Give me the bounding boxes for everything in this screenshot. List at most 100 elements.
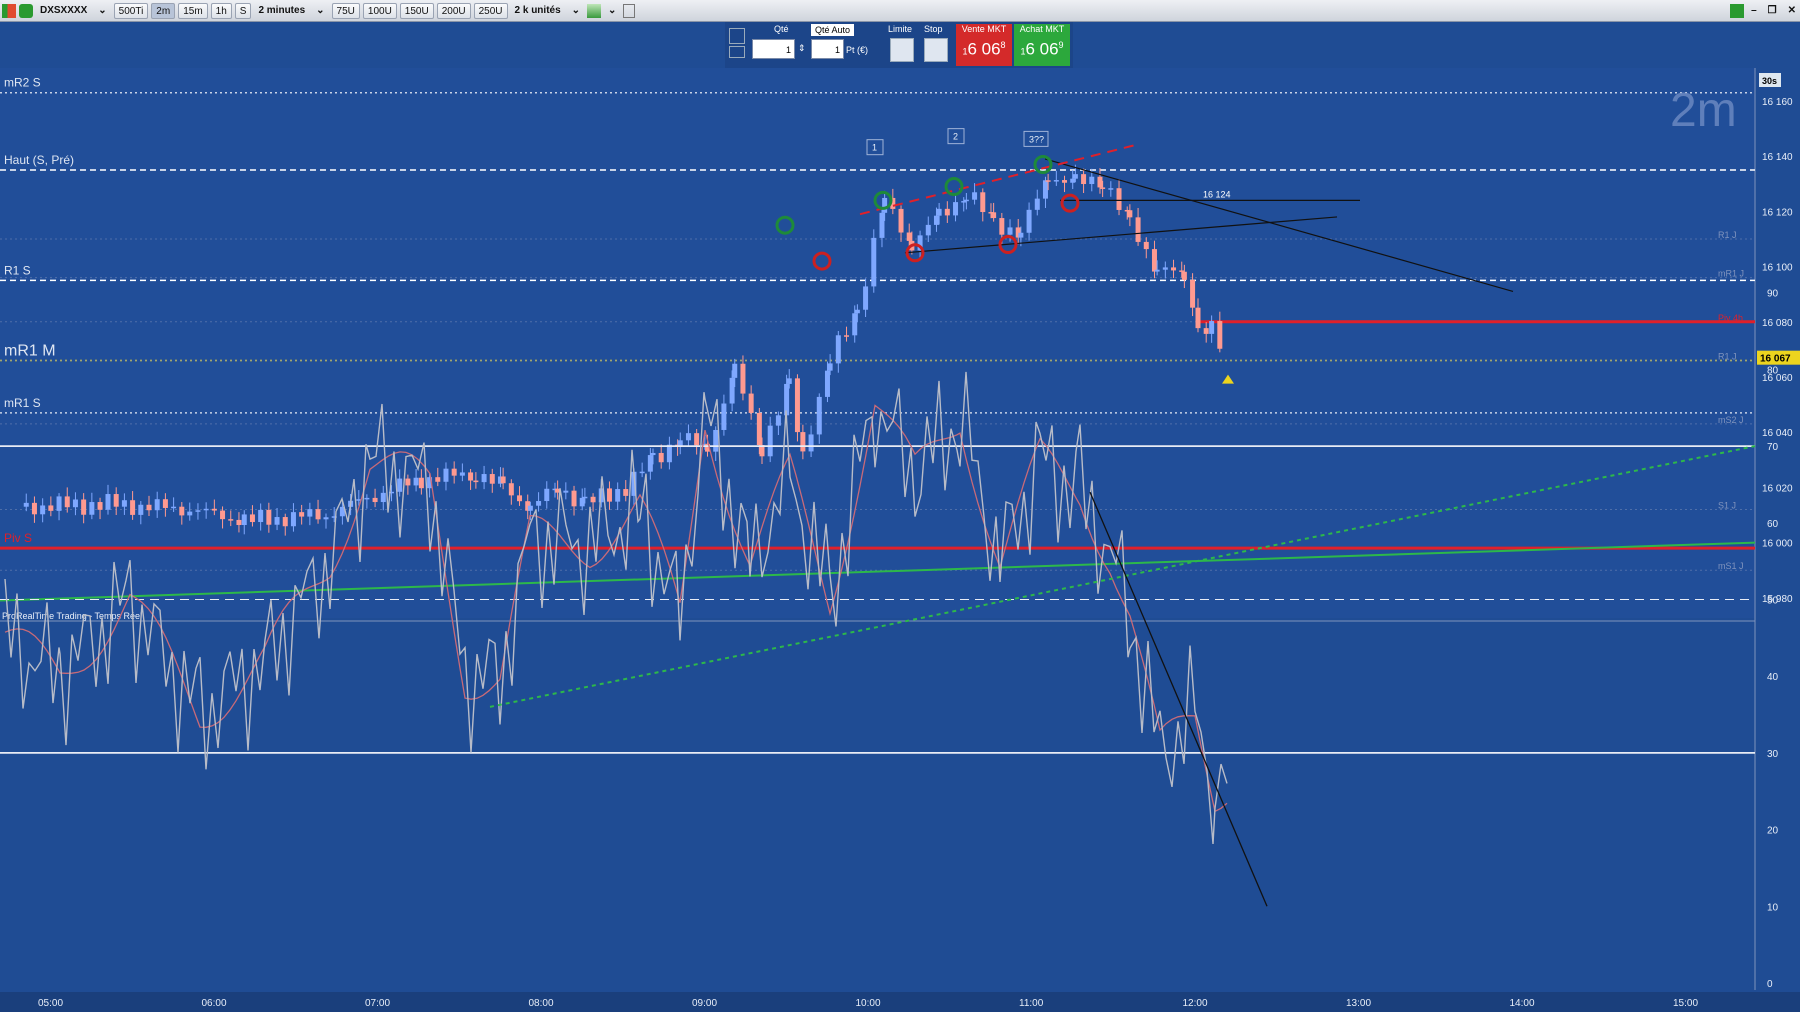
info-icon[interactable] [623,3,636,18]
restore-icon[interactable]: ❐ [1767,4,1777,16]
minimize-icon[interactable]: – [1751,4,1757,16]
candle-body [299,512,305,517]
timer-badge [1759,73,1781,87]
candle-body [388,491,394,494]
candle-body [936,208,942,216]
candle-body [1070,178,1076,183]
candle-body [824,370,830,397]
candle-body [527,505,533,511]
candle-body [1209,321,1215,334]
candle-body [1151,249,1157,272]
candle-body [282,517,288,527]
chevron-down-icon[interactable]: ⌄ [98,4,107,16]
candle-body [721,403,727,430]
level-label: Haut (S, Pré) [4,153,74,167]
daily-level-label: R1 J [1718,351,1737,361]
candle-body [81,499,87,515]
candle-body [879,212,885,238]
candle-body [1018,232,1024,238]
qty-stepper-icon[interactable]: ⇕ [798,43,806,53]
signal-circle [905,243,925,263]
stop-order-button[interactable] [924,38,948,62]
osc-tick-label: 30 [1767,749,1779,760]
timeframe-button-1h[interactable]: 1h [210,2,232,19]
candle-body [211,508,217,511]
candle-body [228,519,234,521]
time-tick-label: 05:00 [38,998,63,1009]
candle-body [72,499,78,508]
instrument-icon[interactable] [19,3,33,18]
price-tick-label: 16 020 [1762,483,1793,494]
sell-prefix: 1 [962,46,968,57]
chevron-down-icon[interactable]: ⌄ [571,4,581,16]
trading-icon[interactable] [1730,3,1745,18]
candle-body [544,488,550,502]
timeframe-button-500ti[interactable]: 500Ti [113,2,149,19]
osc-tick-label: 90 [1767,289,1779,300]
units-select[interactable]: 2 k unités [514,4,561,16]
sell-market-button[interactable]: Vente MKT 16 068 [956,24,1012,66]
period-select[interactable]: 2 minutes [258,4,306,16]
time-axis-band [0,992,1800,1012]
candle-body [179,506,185,516]
close-icon[interactable]: ✕ [1787,4,1796,16]
candle-body [1143,241,1149,250]
tick-button-150u[interactable]: 150U [399,2,434,19]
candle-body [794,378,800,433]
candle-body [906,232,912,241]
signal-circle [812,251,832,271]
candle-body [220,510,226,520]
tick-button-200u[interactable]: 200U [436,2,471,19]
time-tick-label: 07:00 [365,998,390,1009]
candle-body [323,517,329,520]
sell-label: Vente MKT [961,24,1007,34]
price-tick-label: 16 000 [1762,539,1793,550]
wrench-icon[interactable] [729,28,745,44]
timeframe-button-2m[interactable]: 2m [151,2,176,19]
candle-body [64,496,70,508]
candle-body [552,488,558,491]
candles [23,164,1223,536]
candle-body [331,516,337,518]
candle-body [705,443,710,452]
candle-body [138,504,144,515]
keyboard-icon[interactable] [729,46,745,58]
candle-body [808,434,814,452]
tick-button-250u[interactable]: 250U [473,2,508,19]
candle-body [729,377,735,404]
candle-body [266,509,272,525]
signal-circle [775,215,795,235]
sell-price: 6 06 [967,39,1001,59]
candle-body [517,495,523,502]
price-tick-label: 16 160 [1762,97,1793,108]
time-tick-label: 10:00 [856,998,881,1009]
price-tick-label: 15 980 [1762,594,1793,605]
tick-button-100u[interactable]: 100U [362,2,397,19]
qty-input[interactable]: 1 [752,39,795,59]
chevron-down-icon[interactable]: ⌄ [608,4,617,16]
symbol-select[interactable]: DXSXXXX [40,4,88,16]
order-panel: Qté 1 ⇕ Qté Auto 1 Pt (€) Limite Stop Ve… [725,22,1073,68]
candle-body [1062,180,1068,183]
limit-order-button[interactable] [890,38,914,62]
timeframe-button-s[interactable]: S [234,2,252,19]
tick-button-75u[interactable]: 75U [331,2,360,19]
candle-body [1089,176,1095,185]
qty-label: Qté [774,24,789,34]
points-input[interactable]: 1 [811,39,844,59]
chart-icon[interactable] [2,3,16,18]
buy-market-button[interactable]: Achat MKT 16 069 [1014,24,1070,66]
chart-style-icon[interactable] [587,3,602,18]
candle-body [427,477,433,489]
candle-body [1195,307,1201,329]
timeframe-button-15m[interactable]: 15m [178,2,208,19]
chart-background [0,22,1800,1012]
auto-qty-label[interactable]: Qté Auto [811,24,855,36]
candle-body [639,471,645,474]
candle-body [835,335,841,364]
candle-body [555,488,561,493]
candle-body [315,509,321,520]
candle-body [339,506,345,517]
chevron-down-icon[interactable]: ⌄ [316,4,325,16]
